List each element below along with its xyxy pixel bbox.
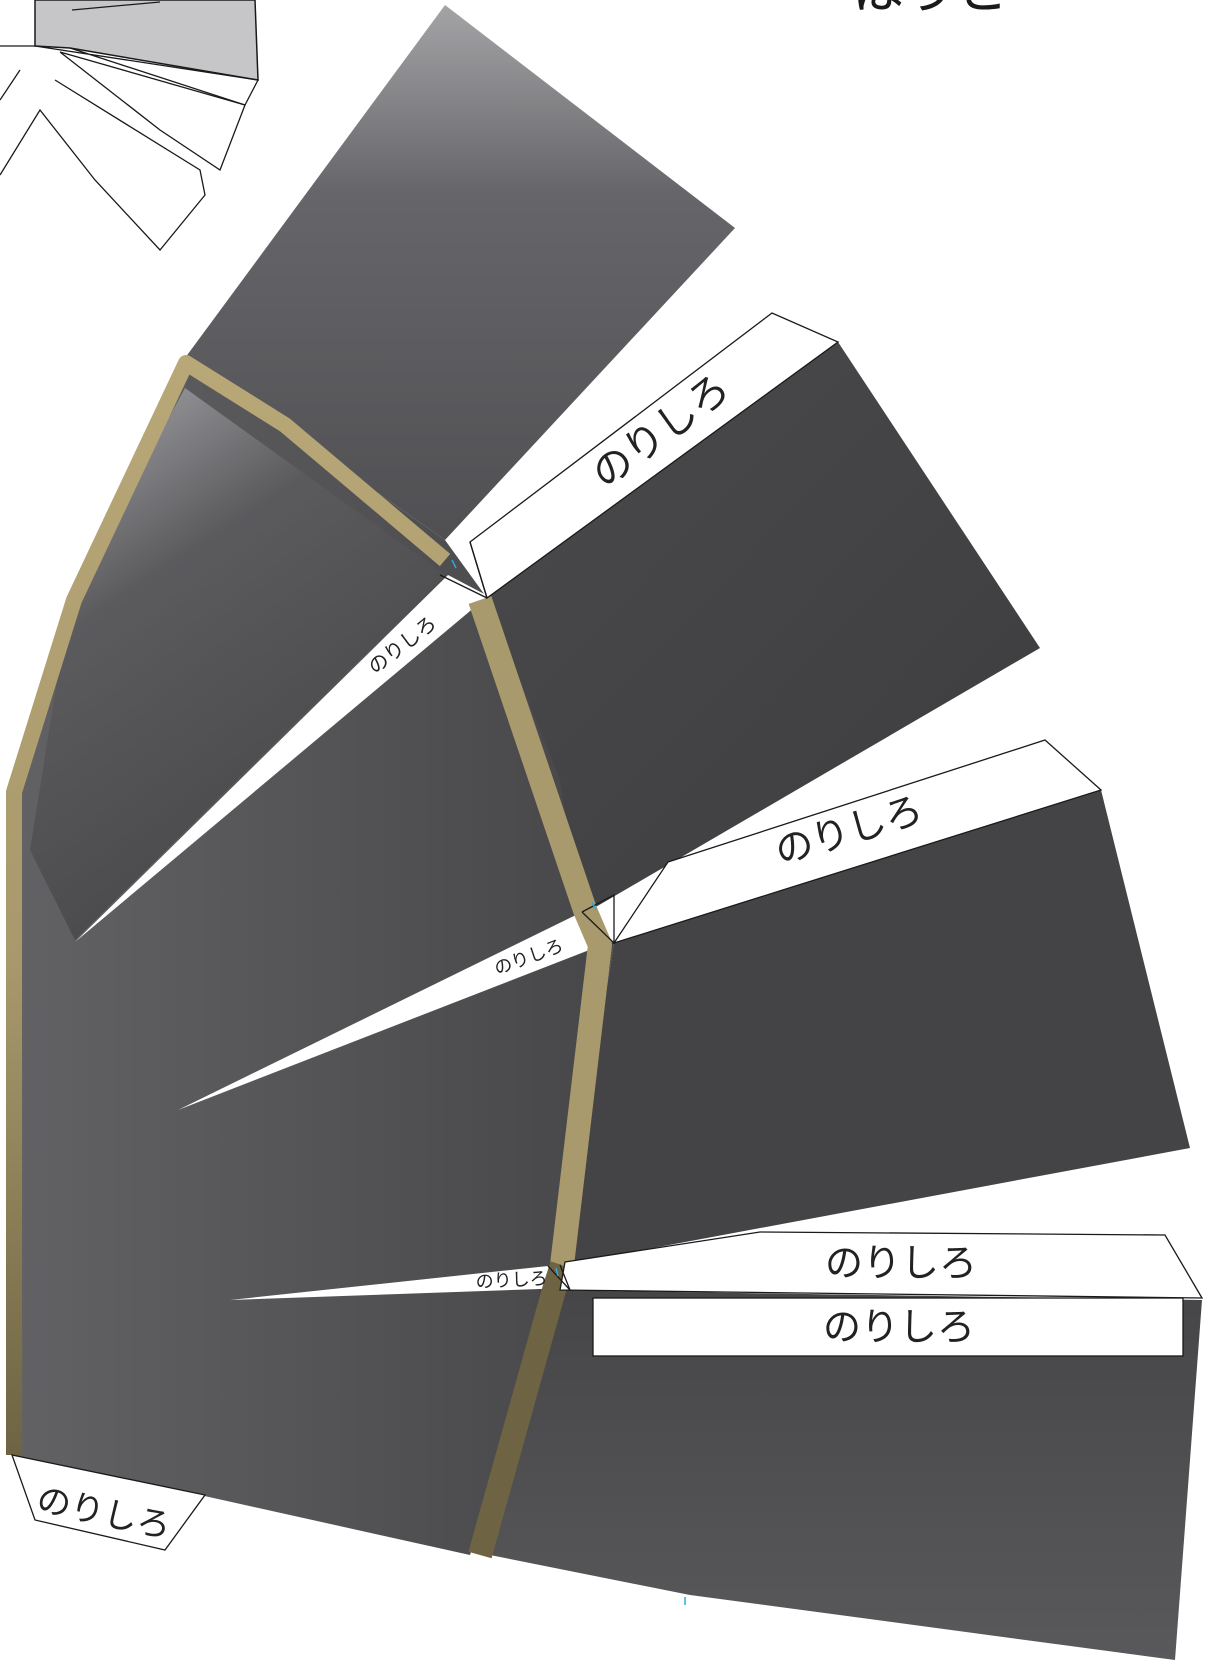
glue-tab-bottom-left [11, 1454, 207, 1551]
thumbnail-outline [59, 51, 246, 171]
trim-band-lower [468, 1261, 574, 1559]
thumbnail-net [0, 0, 259, 251]
top-panel [185, 5, 735, 540]
thumbnail-crease [71, 1, 161, 11]
glue-tab-fold [439, 574, 488, 599]
glue-tab-lower-right [559, 1231, 1204, 1299]
thumbnail-outline [0, 45, 259, 106]
right-panel-2 [562, 790, 1190, 1265]
glue-tab-bottom-rect [592, 1297, 1184, 1357]
bottom-panel [490, 1290, 1202, 1660]
title-fragment: はうと [852, 0, 1008, 21]
glue-slit-3 [230, 1266, 568, 1300]
thumbnail-outline [0, 69, 21, 101]
glue-tab-fold [581, 893, 615, 945]
trim-band-left [6, 355, 451, 1455]
thumbnail-outline [0, 79, 206, 251]
glue-tab-fold [547, 1264, 571, 1291]
glue-label-slit-3: のりしろ [475, 1268, 548, 1293]
trim-band-middle [468, 596, 612, 1267]
thumbnail-panel [34, 0, 259, 81]
glue-label-bottom-rect: のりしろ [823, 1305, 975, 1349]
upper-left-face [30, 388, 445, 940]
glue-slit-2 [178, 912, 615, 1110]
glue-tab-middle-right [612, 739, 1103, 945]
glue-tab-fold [469, 541, 488, 599]
glue-slit-1 [75, 575, 488, 942]
right-panel-1 [487, 342, 1040, 915]
glue-label-lower-right: のりしろ [825, 1241, 977, 1285]
guide-marks [451, 559, 686, 1605]
